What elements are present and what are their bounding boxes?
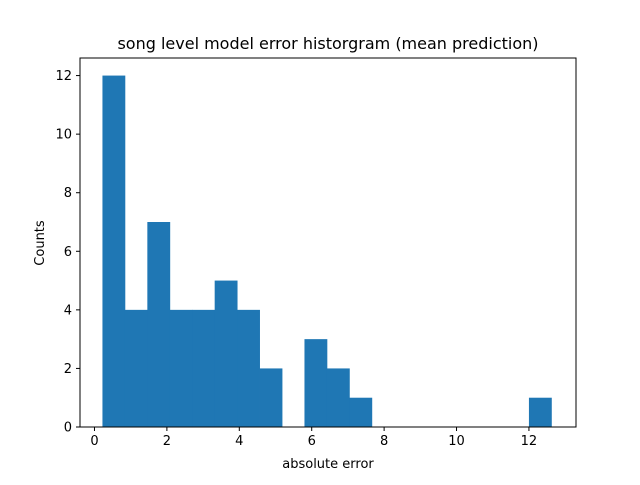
histogram-bar — [528, 397, 552, 427]
y-axis-ticks: 0 2 4 6 8 10 12 — [55, 69, 80, 436]
histogram-bar — [124, 309, 148, 427]
y-tick-label: 2 — [64, 362, 72, 377]
y-tick-label: 4 — [64, 303, 72, 318]
x-tick-label: 2 — [163, 434, 171, 449]
x-tick-label: 12 — [521, 434, 538, 449]
histogram-bar — [169, 309, 193, 427]
histogram-bar — [147, 222, 171, 427]
x-tick-label: 4 — [235, 434, 243, 449]
x-tick-label: 0 — [90, 434, 98, 449]
histogram-bar — [259, 368, 283, 427]
histogram-bar — [304, 339, 328, 427]
histogram-bar — [326, 368, 350, 427]
y-tick-label: 8 — [64, 186, 72, 201]
y-tick-label: 10 — [55, 128, 72, 143]
x-tick-label: 10 — [448, 434, 465, 449]
histogram-bar — [192, 309, 216, 427]
y-tick-label: 0 — [64, 421, 72, 436]
y-tick-label: 6 — [64, 245, 72, 260]
x-axis-label: absolute error — [282, 457, 374, 472]
axes-frame — [79, 57, 577, 428]
histogram-bar — [237, 309, 260, 427]
histogram-bar — [349, 397, 373, 427]
x-axis-ticks: 0 2 4 6 8 10 12 — [90, 427, 537, 449]
x-tick-label: 6 — [308, 434, 316, 449]
chart-title: song level model error historgram (mean … — [117, 34, 538, 53]
y-tick-label: 12 — [55, 69, 72, 84]
bars-group — [102, 75, 552, 428]
histogram-bar — [102, 75, 126, 428]
histogram-bar — [214, 280, 238, 427]
x-tick-label: 8 — [380, 434, 388, 449]
y-axis-label: Counts — [33, 220, 48, 266]
